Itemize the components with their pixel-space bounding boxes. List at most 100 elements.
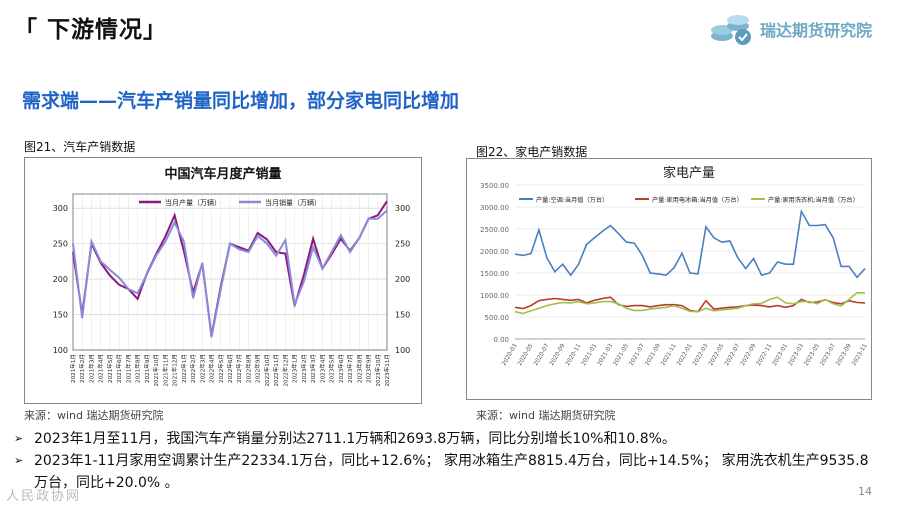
x-tick-label: 2021年3月 [87,354,95,383]
watermark: 人民政协网 [6,489,82,504]
appliance-chart-frame: 家电产量 0.00 500.00 1000.00 1500.00 2000.00 2500.… [466,158,872,400]
x-tick-label: 2023年11月 [383,354,391,387]
y2-tick-label: 250 [395,240,410,249]
x-tick-label: 2022年4月 [208,354,216,383]
y-tick-label: 2000.00 [480,248,509,256]
legend-label: 当月销量（万辆） [265,198,321,207]
x-tick-label: 2023年1月 [291,354,299,383]
x-tick-label: 2023年4月 [318,354,326,383]
x-tick-label: 2022年7月 [235,354,243,383]
y-tick-label: 2500.00 [480,226,509,234]
x-tick-label: 2022-09 [740,343,757,367]
figure-22-caption: 图22、家电产销数据 [476,145,588,159]
x-tick-label: 2021年9月 [143,354,151,383]
x-tick-label: 2021-09 [645,343,662,367]
series-line-fridge [514,296,866,313]
x-tick-label: 2022-07 [724,343,741,367]
x-tick-label: 2021年6月 [115,354,123,383]
y-tick-label: 0.00 [493,336,509,344]
plot-area [72,193,388,351]
x-tick-label: 2022-01 [676,343,693,367]
x-tick-label: 2023年8月 [355,354,363,383]
series-line-ac [514,208,866,279]
x-tick-label: 2023年5月 [328,354,336,383]
logo: 瑞达期货研究院 [710,12,872,46]
legend-label: 产量:家用洗衣机:当月值（万台） [768,196,859,204]
x-tick-label: 2023-03 [788,343,805,367]
x-tick-label: 2022年11月 [272,354,280,387]
y-tick-label: 150 [53,311,68,320]
x-tick-label: 2021年1月 [69,354,77,383]
appliance-production-chart: 家电产量 0.00 500.00 1000.00 1500.00 2000.00 2500.… [480,165,869,367]
bullet-text: 2023年1月至11月，我国汽车产销量分别达2711.1万辆和2693.8万辆，… [34,431,676,447]
x-tick-label: 2021-07 [629,343,646,367]
x-tick-label: 2023-05 [804,343,821,367]
bullet-text: 2023年1-11月家用空调累计生产22334.1万台，同比+12.6%； 家用… [34,453,869,491]
x-tick-label: 2020-07 [533,343,550,367]
x-tick-label: 2023年7月 [346,354,354,383]
list-item: ➢ 2023年1月至11月，我国汽车产销量分别达2711.1万辆和2693.8万… [14,428,874,450]
figure-21-source: 来源：wind 瑞达期货研究院 [24,409,164,422]
list-item: ➢ 2023年1-11月家用空调累计生产22334.1万台，同比+12.6%； … [14,450,874,494]
section-subtitle: 需求端——汽车产销量同比增加，部分家电同比增加 [22,90,460,112]
car-chart-frame: 中国汽车月度产销量 100 100 150 150 200 200 250 250 300 300 2… [24,157,422,404]
x-tick-label: 2023-07 [820,343,837,367]
x-tick-label: 2022年8月 [244,354,252,383]
coin-stack-icon [710,15,751,45]
page-title: 「 下游情况」 [14,17,168,43]
y-tick-label: 3500.00 [480,182,509,190]
arrow-bullet-icon: ➢ [14,432,24,445]
y2-tick-label: 300 [395,204,410,213]
x-tick-label: 2023年9月 [365,354,373,383]
y-tick-label: 500.00 [485,314,510,322]
logo-text: 瑞达期货研究院 [759,21,872,40]
x-tick-label: 2021年10月 [152,354,160,387]
x-tick-label: 2023-09 [836,343,853,367]
legend-label: 产量:家用电冰箱:当月值（万台） [652,196,743,204]
x-tick-label: 2021-01 [581,343,598,367]
y-tick-label: 1500.00 [480,270,509,278]
page-number: 14 [858,485,872,498]
x-tick-label: 2020-09 [549,343,566,367]
x-tick-label: 2022-03 [692,343,709,367]
x-tick-label: 2021年5月 [106,354,114,383]
y-tick-label: 100 [53,346,68,355]
chart-title: 中国汽车月度产销量 [164,166,281,182]
y2-tick-label: 100 [395,346,410,355]
y-tick-label: 250 [53,240,68,249]
x-tick-label: 2021-03 [597,343,614,367]
x-tick-label: 2021年11月 [161,354,169,387]
x-tick-label: 2023年3月 [309,354,317,383]
y2-tick-label: 150 [395,311,410,320]
y-tick-label: 300 [53,204,68,213]
x-tick-label: 2020-03 [501,343,518,367]
legend-label: 当月产量（万辆） [165,198,221,207]
legend-label: 产量:空调:当月值（万台） [536,196,608,204]
x-tick-label: 2023-11 [851,343,868,367]
y-tick-label: 3000.00 [480,204,509,212]
x-tick-label: 2021-11 [661,343,678,367]
x-tick-label: 2020-11 [565,343,582,367]
x-tick-label: 2023年10月 [374,354,382,387]
series-line-sales [72,209,388,338]
x-tick-label: 2021年4月 [97,354,105,383]
y-tick-label: 1000.00 [480,292,509,300]
x-tick-label: 2023年6月 [337,354,345,383]
x-tick-label: 2022年3月 [198,354,206,383]
y2-tick-label: 200 [395,275,410,284]
x-tick-label: 2022-05 [708,343,725,367]
x-tick-label: 2023-01 [772,343,789,367]
figure-21-caption: 图21、汽车产销数据 [24,140,136,154]
y-tick-label: 200 [53,275,68,284]
x-tick-label: 2022年9月 [254,354,262,383]
x-tick-label: 2021年7月 [124,354,132,383]
x-tick-label: 2021年2月 [78,354,86,383]
x-tick-label: 2022年10月 [263,354,271,387]
x-tick-label: 2021-05 [613,343,630,367]
x-tick-label: 2022年5月 [217,354,225,383]
x-tick-label: 2022年2月 [189,354,197,383]
x-tick-label: 2021年8月 [134,354,142,383]
arrow-bullet-icon: ➢ [14,454,24,467]
x-tick-label: 2021年12月 [171,354,179,387]
x-tick-label: 2022年12月 [281,354,289,387]
